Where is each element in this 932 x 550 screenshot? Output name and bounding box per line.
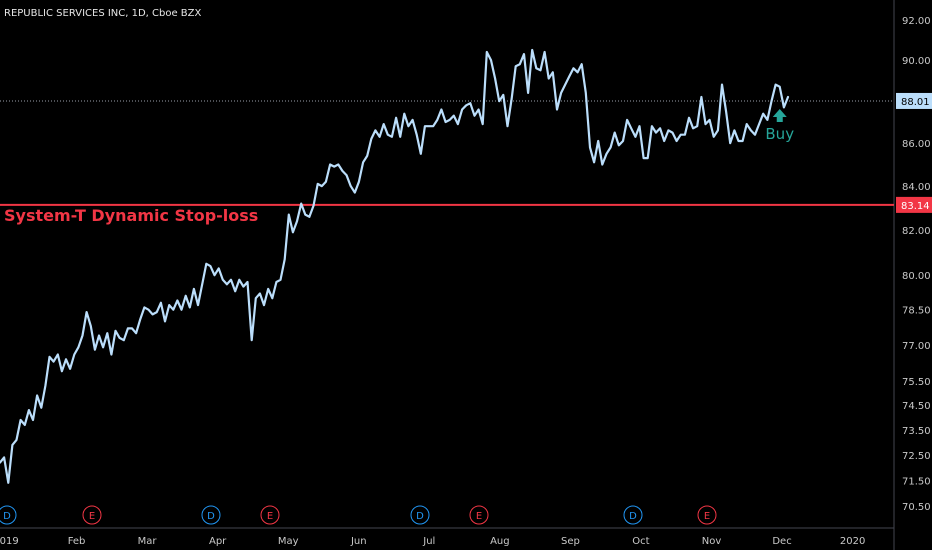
x-tick-label-1: Feb — [68, 536, 86, 547]
x-tick-label-10: Nov — [702, 536, 722, 547]
event-marker-1[interactable]: E — [82, 505, 102, 525]
price-axis[interactable]: 92.0090.0088.0086.0084.0082.0080.0078.50… — [902, 16, 931, 513]
buy-signal: Buy — [765, 109, 794, 143]
y-tick-label-0: 92.00 — [902, 16, 931, 27]
up-arrow-icon — [772, 109, 787, 123]
event-marker-label: E — [476, 511, 482, 522]
event-marker-7[interactable]: E — [697, 505, 717, 525]
stop-loss-label: System-T Dynamic Stop-loss — [4, 206, 258, 225]
x-tick-label-8: Sep — [561, 536, 580, 547]
y-tick-label-1: 90.00 — [902, 56, 931, 67]
y-tick-label-12: 72.50 — [902, 451, 931, 462]
last-price-value: 88.01 — [901, 97, 930, 108]
x-tick-label-9: Oct — [632, 536, 649, 547]
earnings-badge — [82, 505, 102, 525]
x-tick-label-4: May — [278, 536, 299, 547]
x-tick-label-12: 2020 — [840, 536, 865, 547]
earnings-badge — [260, 505, 280, 525]
x-tick-label-0: 2019 — [0, 536, 19, 547]
x-tick-label-7: Aug — [490, 536, 510, 547]
y-tick-label-4: 84.00 — [902, 182, 931, 193]
x-tick-label-11: Dec — [772, 536, 791, 547]
event-marker-0[interactable]: D — [0, 505, 17, 525]
chart-title: REPUBLIC SERVICES INC, 1D, Cboe BZX — [4, 8, 202, 19]
earnings-badge — [469, 505, 489, 525]
y-tick-label-13: 71.50 — [902, 476, 931, 487]
buy-signal-label: Buy — [765, 125, 794, 143]
price-series-line — [0, 48, 790, 484]
event-marker-label: D — [207, 511, 215, 522]
y-tick-label-9: 75.50 — [902, 377, 931, 388]
stop-loss-tag-bg — [896, 196, 932, 213]
event-marker-4[interactable]: D — [410, 505, 430, 525]
event-marker-label: E — [89, 511, 95, 522]
event-marker-label: E — [267, 511, 273, 522]
event-marker-6[interactable]: D — [623, 505, 643, 525]
y-tick-label-3: 86.00 — [902, 139, 931, 150]
y-tick-label-11: 73.50 — [902, 426, 931, 437]
dividend-badge — [410, 505, 430, 525]
time-axis[interactable]: 2019 Feb Mar Apr May Jun Jul Aug Sep Oct Nov Dec 202… — [0, 536, 865, 547]
y-tick-label-8: 77.00 — [902, 341, 931, 352]
dividend-badge — [623, 505, 643, 525]
last-price-tag-bg — [896, 92, 932, 109]
y-tick-label-7: 78.50 — [902, 306, 931, 317]
dividend-badge — [201, 505, 221, 525]
event-marker-3[interactable]: E — [260, 505, 280, 525]
last-price-tag: 88.01 — [896, 92, 932, 109]
dividend-badge — [0, 505, 17, 525]
event-marker-label: E — [704, 511, 710, 522]
y-tick-label-6: 80.00 — [902, 271, 931, 282]
event-marker-label: D — [416, 511, 424, 522]
x-tick-label-6: Jul — [422, 536, 435, 547]
event-marker-label: D — [3, 511, 11, 522]
x-tick-label-3: Apr — [209, 536, 227, 547]
event-marker-label: D — [629, 511, 637, 522]
y-tick-label-10: 74.50 — [902, 401, 931, 412]
earnings-badge — [697, 505, 717, 525]
stop-loss-tag: 83.14 — [896, 196, 932, 213]
stop-loss-value: 83.14 — [901, 201, 930, 212]
event-marker-2[interactable]: D — [201, 505, 221, 525]
x-tick-label-5: Jun — [350, 536, 367, 547]
y-tick-label-5: 82.00 — [902, 226, 931, 237]
event-marker-5[interactable]: E — [469, 505, 489, 525]
x-tick-label-2: Mar — [138, 536, 158, 547]
y-tick-label-14: 70.50 — [902, 502, 931, 513]
